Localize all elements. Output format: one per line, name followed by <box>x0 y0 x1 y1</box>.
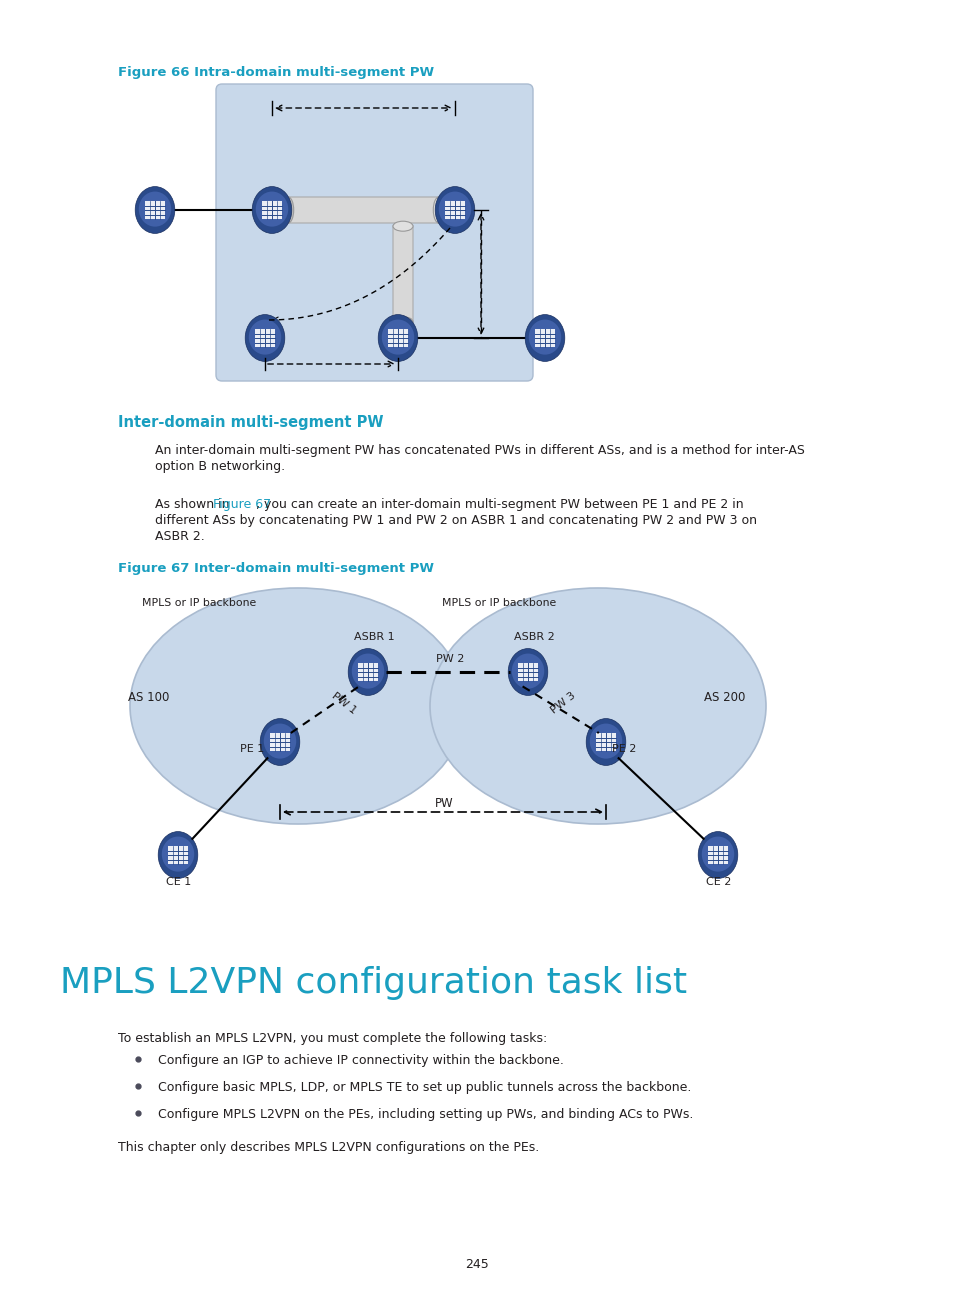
Ellipse shape <box>252 187 292 233</box>
Text: PW 1: PW 1 <box>330 691 358 715</box>
Text: ASBR 1: ASBR 1 <box>354 632 395 642</box>
Text: CE 2: CE 2 <box>705 877 731 886</box>
Ellipse shape <box>589 723 621 758</box>
Text: Inter-domain multi-segment PW: Inter-domain multi-segment PW <box>118 415 383 430</box>
Text: 245: 245 <box>465 1258 488 1271</box>
Ellipse shape <box>249 320 281 355</box>
Ellipse shape <box>511 653 543 688</box>
Ellipse shape <box>698 832 737 879</box>
FancyBboxPatch shape <box>388 329 408 347</box>
Ellipse shape <box>348 648 387 696</box>
Text: An inter-domain multi-segment PW has concatenated PWs in different ASs, and is a: An inter-domain multi-segment PW has con… <box>154 445 804 457</box>
Text: To establish an MPLS L2VPN, you must complete the following tasks:: To establish an MPLS L2VPN, you must com… <box>118 1032 547 1045</box>
Ellipse shape <box>585 718 625 766</box>
Ellipse shape <box>508 648 547 696</box>
FancyBboxPatch shape <box>517 664 537 680</box>
FancyBboxPatch shape <box>145 201 165 219</box>
Ellipse shape <box>255 192 288 227</box>
Text: AS 100: AS 100 <box>128 691 170 704</box>
Text: MPLS or IP backbone: MPLS or IP backbone <box>142 597 256 608</box>
Text: ASBR 2: ASBR 2 <box>514 632 554 642</box>
Text: PW 3: PW 3 <box>548 691 577 715</box>
Ellipse shape <box>260 718 299 766</box>
Text: PW: PW <box>435 797 453 810</box>
Ellipse shape <box>245 315 285 362</box>
Text: PE 1: PE 1 <box>240 744 264 754</box>
Text: Configure MPLS L2VPN on the PEs, including setting up PWs, and binding ACs to PW: Configure MPLS L2VPN on the PEs, includi… <box>158 1108 693 1121</box>
Text: option B networking.: option B networking. <box>154 460 285 473</box>
Ellipse shape <box>438 192 471 227</box>
FancyBboxPatch shape <box>596 734 616 750</box>
FancyBboxPatch shape <box>270 734 290 750</box>
Text: CE 1: CE 1 <box>166 877 191 886</box>
FancyBboxPatch shape <box>707 846 727 864</box>
FancyBboxPatch shape <box>393 226 413 323</box>
Ellipse shape <box>162 836 194 872</box>
Ellipse shape <box>528 320 560 355</box>
Text: As shown in: As shown in <box>154 498 233 511</box>
Text: Configure basic MPLS, LDP, or MPLS TE to set up public tunnels across the backbo: Configure basic MPLS, LDP, or MPLS TE to… <box>158 1081 691 1094</box>
Text: Figure 66 Intra-domain multi-segment PW: Figure 66 Intra-domain multi-segment PW <box>118 66 434 79</box>
FancyBboxPatch shape <box>287 197 439 223</box>
Ellipse shape <box>701 836 734 872</box>
Ellipse shape <box>158 832 197 879</box>
FancyBboxPatch shape <box>357 664 377 680</box>
Ellipse shape <box>352 653 384 688</box>
Text: MPLS or IP backbone: MPLS or IP backbone <box>441 597 556 608</box>
Text: Figure 67: Figure 67 <box>213 498 271 511</box>
Ellipse shape <box>393 316 413 327</box>
Ellipse shape <box>525 315 564 362</box>
Text: PW 2: PW 2 <box>436 654 464 664</box>
Ellipse shape <box>397 319 408 329</box>
Ellipse shape <box>282 197 294 223</box>
Ellipse shape <box>130 588 465 824</box>
FancyBboxPatch shape <box>445 201 464 219</box>
Text: , you can create an inter-domain multi-segment PW between PE 1 and PE 2 in: , you can create an inter-domain multi-s… <box>256 498 743 511</box>
Text: AS 200: AS 200 <box>703 691 744 704</box>
Ellipse shape <box>135 187 174 233</box>
Ellipse shape <box>263 723 296 758</box>
FancyBboxPatch shape <box>215 84 533 381</box>
Ellipse shape <box>377 315 417 362</box>
Ellipse shape <box>430 588 765 824</box>
Text: ASBR 2.: ASBR 2. <box>154 530 205 543</box>
Ellipse shape <box>381 320 414 355</box>
Text: Configure an IGP to achieve IP connectivity within the backbone.: Configure an IGP to achieve IP connectiv… <box>158 1054 563 1067</box>
FancyBboxPatch shape <box>254 329 274 347</box>
Ellipse shape <box>435 187 475 233</box>
Text: different ASs by concatenating PW 1 and PW 2 on ASBR 1 and concatenating PW 2 an: different ASs by concatenating PW 1 and … <box>154 515 757 527</box>
Ellipse shape <box>393 222 413 231</box>
Text: PE 2: PE 2 <box>612 744 636 754</box>
Text: Figure 67 Inter-domain multi-segment PW: Figure 67 Inter-domain multi-segment PW <box>118 562 434 575</box>
FancyBboxPatch shape <box>262 201 281 219</box>
Ellipse shape <box>433 197 444 223</box>
FancyBboxPatch shape <box>168 846 188 864</box>
Ellipse shape <box>138 192 171 227</box>
FancyBboxPatch shape <box>535 329 555 347</box>
Text: MPLS L2VPN configuration task list: MPLS L2VPN configuration task list <box>60 966 686 1001</box>
Text: This chapter only describes MPLS L2VPN configurations on the PEs.: This chapter only describes MPLS L2VPN c… <box>118 1140 538 1153</box>
